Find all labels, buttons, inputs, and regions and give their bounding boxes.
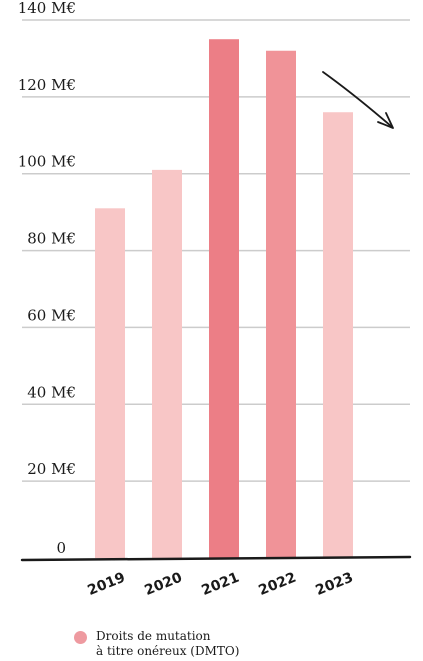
x-tick-label: 2021 xyxy=(199,570,241,599)
bar-2023 xyxy=(323,112,353,558)
y-axis-tick-labels: 0 20 M€ 40 M€ 60 M€ 80 M€ 100 M€ 120 M€ 140 M€ xyxy=(18,0,76,557)
legend-label: Droits de mutation à titre onéreux (DMTO… xyxy=(96,629,239,659)
bar-2021 xyxy=(209,39,239,558)
legend-label-line-2: à titre onéreux (DMTO) xyxy=(96,644,240,658)
legend: Droits de mutation à titre onéreux (DMTO… xyxy=(74,629,239,659)
y-tick-label: 40 M€ xyxy=(27,383,76,401)
legend-label-line-1: Droits de mutation xyxy=(96,629,211,643)
x-tick-label: 2022 xyxy=(256,570,298,599)
x-tick-label: 2020 xyxy=(142,569,184,599)
x-tick-label: 2019 xyxy=(85,570,127,599)
y-tick-label: 80 M€ xyxy=(27,230,76,248)
y-tick-label: 100 M€ xyxy=(18,153,76,171)
bar-2019 xyxy=(95,208,125,559)
bar-2022 xyxy=(266,50,296,558)
x-axis-baseline xyxy=(20,555,412,562)
x-axis-category-labels: 2019 2020 2021 2022 2023 xyxy=(85,569,355,599)
x-tick-label: 2023 xyxy=(313,570,355,599)
y-tick-label: 120 M€ xyxy=(18,76,76,94)
y-tick-label: 20 M€ xyxy=(27,460,76,478)
y-tick-label: 0 xyxy=(56,539,66,557)
trend-arrow-icon xyxy=(322,71,394,129)
bars xyxy=(95,39,353,559)
legend-swatch xyxy=(74,631,87,644)
y-tick-label: 140 M€ xyxy=(18,0,76,17)
y-tick-label: 60 M€ xyxy=(27,306,76,324)
bar-2020 xyxy=(152,169,182,558)
